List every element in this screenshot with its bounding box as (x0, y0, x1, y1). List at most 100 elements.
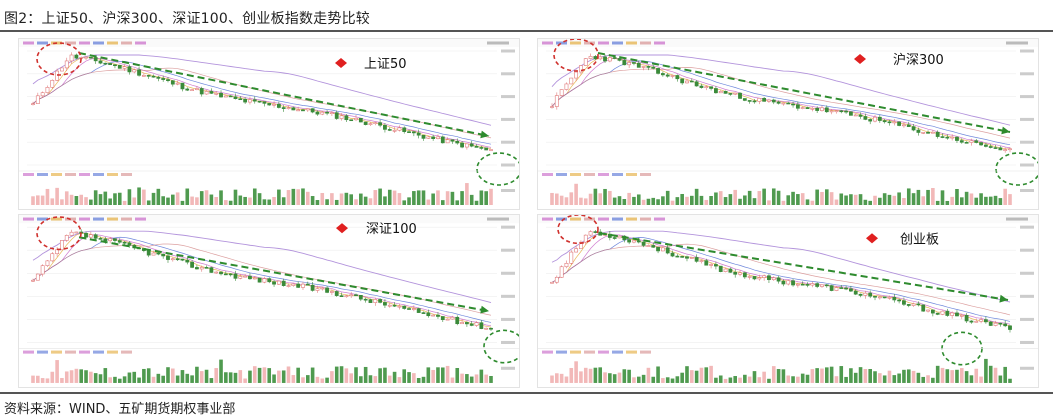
volume-bar (344, 192, 349, 205)
toolbar-legend-chip (37, 217, 48, 221)
volume-bar (583, 198, 588, 205)
y-tick-label (1020, 294, 1034, 298)
volume-legend-chip (542, 350, 553, 354)
volume-bar (718, 191, 723, 205)
candle-body (248, 99, 252, 103)
volume-bar (762, 371, 766, 383)
volume-bar (252, 188, 257, 205)
candle-body (974, 320, 979, 323)
volume-bar (791, 376, 795, 383)
candle-body (35, 273, 40, 281)
candle-body (955, 136, 959, 141)
candle-body (450, 139, 455, 142)
volume-legend-chip (93, 350, 104, 354)
candle-body (636, 62, 641, 68)
volume-bar (55, 187, 59, 205)
candle-body (810, 107, 815, 110)
volume-bar (940, 367, 945, 383)
candle-body (436, 314, 440, 317)
volume-bar (363, 196, 368, 205)
volume-bar (559, 195, 564, 205)
volume-bar (612, 197, 617, 205)
candle-body (627, 62, 632, 66)
volume-bar (426, 367, 431, 383)
volume-bar (277, 189, 281, 205)
toolbar-legend-chip (570, 217, 581, 221)
candle-body (998, 322, 1003, 325)
volume-bar (455, 200, 460, 205)
candle-body (339, 295, 344, 297)
volume-bar (330, 371, 334, 383)
toolbar-legend-chip (640, 41, 651, 45)
candle-body (383, 124, 387, 130)
candle-body (574, 248, 579, 253)
candle-body (786, 280, 791, 285)
volume-bar (113, 376, 117, 383)
volume-bar (723, 378, 728, 383)
legend-diamond-marker (336, 223, 348, 234)
volume-bar (743, 374, 747, 383)
candle-body (387, 304, 392, 307)
toolbar-legend-chip (93, 41, 104, 45)
candle-body (689, 257, 694, 259)
volume-bar (378, 188, 382, 205)
candle-body (267, 103, 272, 106)
volume-bar (588, 193, 593, 205)
volume-legend-chip (626, 350, 637, 354)
toolbar-legend-chip (93, 217, 104, 221)
volume-bar (564, 376, 569, 383)
candle-body (728, 268, 733, 273)
candle-body (426, 312, 431, 317)
candle-body (60, 67, 64, 72)
volume-bar (204, 190, 209, 205)
candle-body (320, 287, 325, 290)
candle-body (868, 119, 873, 122)
volume-bar (776, 190, 781, 205)
candle-body (180, 258, 185, 261)
volume-legend-chip (584, 350, 595, 354)
volume-legend-chip (612, 350, 623, 354)
volume-bar (617, 196, 622, 205)
candle-body (310, 284, 315, 291)
candle-body (945, 310, 950, 316)
candle-body (1003, 323, 1008, 327)
volume-bar (416, 378, 421, 383)
candle-body (291, 107, 296, 111)
candle-body (407, 308, 411, 310)
candle-body (704, 260, 709, 266)
volume-bar (608, 373, 612, 383)
volume-bar (93, 190, 98, 205)
candle-body (593, 56, 598, 60)
candle-body (276, 103, 281, 108)
volume-bar (685, 196, 689, 205)
candle-body (479, 147, 484, 149)
candle-body (296, 109, 301, 112)
volume-bar (185, 188, 190, 205)
candle-body (583, 58, 588, 66)
candle-body (583, 234, 588, 243)
candle-body (829, 110, 834, 113)
volume-bar (436, 367, 440, 383)
candle-body (373, 299, 378, 303)
candle-body (55, 249, 60, 255)
candle-body (959, 315, 964, 317)
volume-bar (344, 368, 349, 383)
candle-body (421, 134, 426, 139)
candle-body (733, 272, 738, 275)
volume-bar (892, 195, 897, 205)
volume-bar (450, 377, 455, 383)
volume-bar (656, 366, 660, 383)
candle-body (402, 127, 407, 132)
toolbar-legend-chip (654, 217, 665, 221)
candle-body (646, 245, 651, 247)
volume-bar (301, 377, 305, 383)
toolbar-legend-chip (65, 41, 76, 45)
candle-body (127, 242, 132, 246)
volume-bar (74, 196, 79, 205)
candle-body (223, 95, 228, 98)
candle-body (935, 312, 940, 315)
candle-body (195, 267, 199, 270)
moving-average-line (32, 56, 492, 150)
chart-cyb: 创业板 (537, 214, 1039, 388)
candle-body (45, 87, 50, 93)
